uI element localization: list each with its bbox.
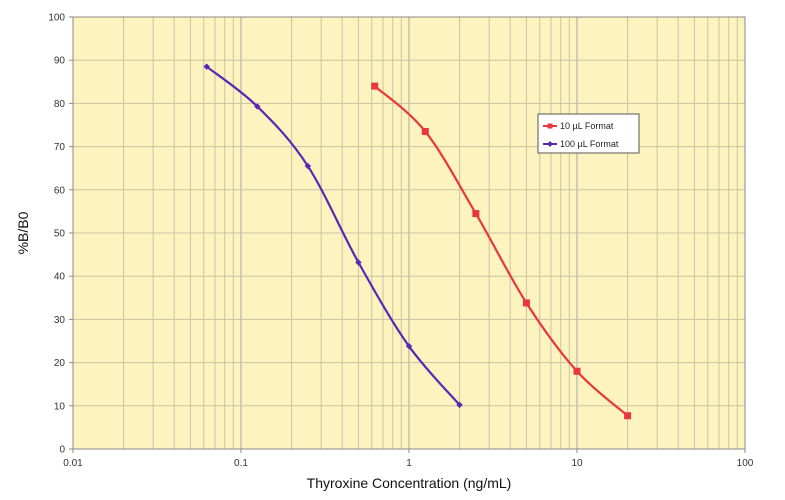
legend-label-100ul: 100 µL Format (560, 139, 619, 149)
legend-marker-100ul (547, 141, 553, 147)
x-tick-label: 0.01 (63, 458, 83, 469)
y-tick-label: 70 (54, 142, 66, 153)
y-tick-label: 80 (54, 99, 66, 110)
y-axis-title: %B/B0 (15, 211, 31, 254)
y-tick-label: 60 (54, 185, 66, 196)
data-point-100ul (355, 259, 362, 266)
y-tick-label: 100 (48, 13, 65, 24)
y-tick-label: 0 (59, 445, 65, 456)
series-line-100ul (206, 65, 461, 406)
data-point-100ul (304, 162, 312, 170)
legend-label-10ul: 10 µL Format (560, 121, 614, 131)
x-tick-label: 10 (571, 458, 583, 469)
y-tick-label: 90 (54, 56, 66, 67)
data-point-10ul (624, 412, 632, 420)
x-axis-title: Thyroxine Concentration (ng/mL) (307, 475, 512, 491)
x-tick-label: 0.1 (234, 458, 248, 469)
data-point-10ul (472, 210, 480, 218)
data-point-100ul (203, 63, 210, 70)
x-tick-label: 1 (406, 458, 412, 469)
data-point-100ul (254, 103, 261, 110)
series-group (203, 63, 632, 420)
y-tick-label: 40 (54, 272, 66, 283)
x-tick-labels: 0.01 0.1 1 10 100 (63, 449, 754, 469)
y-tick-label: 10 (54, 401, 66, 412)
data-point-10ul (371, 82, 379, 90)
data-point-100ul (405, 342, 413, 350)
legend-marker-10ul (547, 123, 553, 129)
data-point-10ul (573, 367, 581, 375)
data-point-100ul (456, 401, 463, 409)
legend: 10 µL Format 100 µL Format (537, 113, 640, 154)
y-tick-label: 20 (54, 358, 66, 369)
y-tick-labels: 0 10 20 30 40 50 60 70 80 90 100 (48, 13, 73, 456)
data-point-10ul (522, 299, 530, 307)
y-tick-label: 50 (54, 229, 66, 240)
legend-box (537, 113, 640, 154)
data-point-10ul (421, 127, 429, 135)
x-tick-label: 100 (737, 458, 754, 469)
y-tick-label: 30 (54, 315, 66, 326)
